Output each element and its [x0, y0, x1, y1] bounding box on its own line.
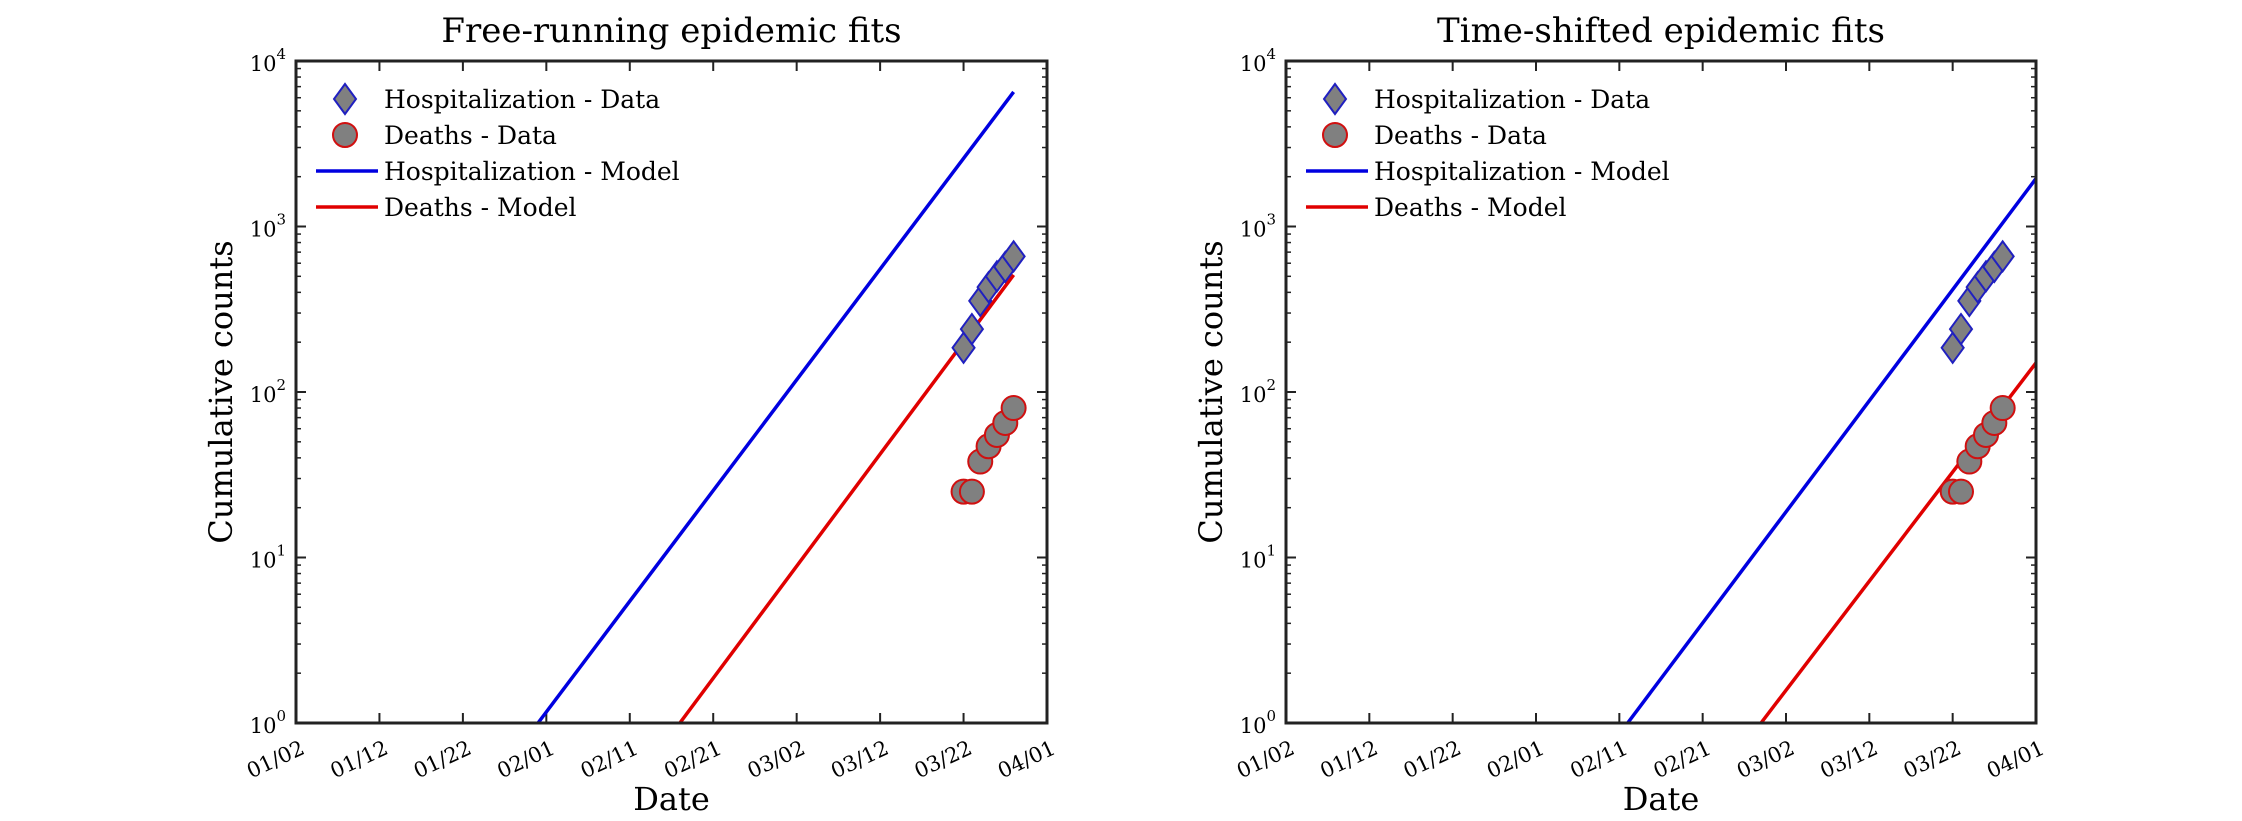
legend-marker-circle: [332, 122, 358, 148]
data-point-deaths: [1989, 395, 2016, 422]
y-tick-label: 104: [1240, 45, 1276, 76]
x-tick-label: 03/22: [911, 736, 976, 783]
legend-label: Deaths - Model: [384, 193, 577, 222]
chart-panel-1: Free-running epidemic fits Cumulative cou…: [202, 11, 1059, 818]
legend-marker-circle: [1322, 122, 1348, 148]
axes-box: [294, 59, 1049, 725]
series-line-hospitalization-model: [536, 90, 1016, 723]
data-point-hospitalization: [1990, 239, 2015, 274]
data-point-hospitalization: [1001, 239, 1026, 274]
x-tick-label: 03/02: [1733, 736, 1798, 783]
x-tick-label: 03/12: [1816, 736, 1881, 783]
x-tick-label: 01/02: [243, 736, 308, 783]
chart-title: Time-shifted epidemic fits: [1437, 11, 1885, 51]
x-tick-label: 02/01: [1483, 736, 1548, 783]
x-tick-label: 02/01: [493, 736, 558, 783]
y-tick-label: 100: [250, 707, 286, 738]
x-tick-label: 03/02: [744, 736, 809, 783]
x-tick-label: 03/12: [827, 736, 892, 783]
x-tick-label: 04/01: [1983, 736, 2048, 783]
x-axis-label: Date: [1623, 780, 1700, 818]
y-tick-label: 104: [250, 45, 286, 76]
legend-marker-diamond: [1322, 82, 1348, 116]
legend-label: Hospitalization - Data: [1374, 85, 1650, 114]
legend: Hospitalization - Data Deaths - Data Hospi…: [316, 82, 680, 222]
x-tick-label: 02/11: [577, 736, 642, 783]
legend-marker-diamond: [332, 82, 358, 116]
legend-label: Hospitalization - Model: [384, 157, 680, 186]
y-tick-label: 101: [1240, 542, 1276, 573]
y-tick-label: 100: [1240, 707, 1276, 738]
x-tick-label: 01/22: [410, 736, 475, 783]
legend-label: Deaths - Data: [1374, 121, 1547, 150]
data-point-deaths: [1000, 395, 1027, 422]
y-axis-label: Cumulative counts: [1192, 240, 1230, 543]
y-tick-label: 102: [250, 376, 286, 407]
y-tick-label: 101: [250, 542, 286, 573]
x-tick-label: 03/22: [1900, 736, 1965, 783]
y-axis-label: Cumulative counts: [202, 240, 240, 543]
legend-label: Hospitalization - Model: [1374, 157, 1670, 186]
x-tick-label: 01/02: [1233, 736, 1298, 783]
x-tick-label: 02/21: [1650, 736, 1715, 783]
x-axis-label: Date: [633, 780, 710, 818]
legend-label: Deaths - Model: [1374, 193, 1567, 222]
x-tick-label: 02/21: [660, 736, 725, 783]
axes-box: [1284, 59, 2038, 725]
data-point-deaths: [958, 478, 985, 505]
data-point-hospitalization: [959, 312, 985, 346]
chart-panel-2: Time-shifted epidemic fits Cumulative cou…: [1192, 11, 2048, 818]
x-tick-label: 04/01: [994, 736, 1059, 783]
x-tick-label: 01/12: [327, 736, 392, 783]
x-tick-label: 01/12: [1316, 736, 1381, 783]
chart-title: Free-running epidemic fits: [441, 11, 901, 51]
legend-label: Deaths - Data: [384, 121, 557, 150]
y-tick-label: 103: [1240, 211, 1276, 242]
x-tick-label: 02/11: [1566, 736, 1631, 783]
series-line-hospitalization-model: [1626, 177, 2036, 723]
x-tick-label: 01/22: [1400, 736, 1465, 783]
y-tick-label: 102: [1240, 376, 1276, 407]
legend-label: Hospitalization - Data: [384, 85, 660, 114]
data-point-hospitalization: [1948, 312, 1974, 346]
y-tick-label: 103: [250, 211, 286, 242]
legend: Hospitalization - Data Deaths - Data Hospi…: [1306, 82, 1670, 222]
plot-area: [536, 90, 1016, 723]
data-point-deaths: [1948, 478, 1974, 505]
